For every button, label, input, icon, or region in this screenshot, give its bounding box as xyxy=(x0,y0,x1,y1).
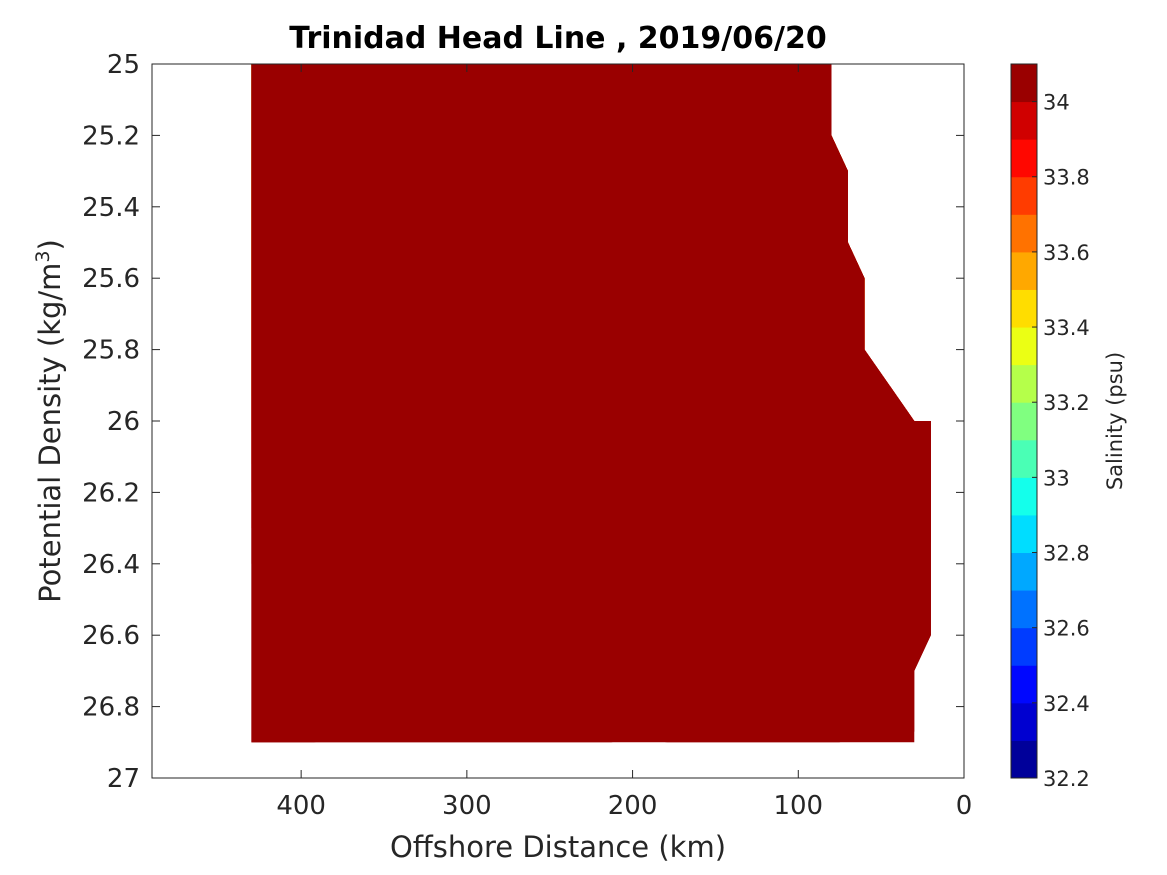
colorbar-tick-label: 32.6 xyxy=(1043,617,1090,641)
colorbar-swatch xyxy=(1011,364,1037,403)
colorbar-tick-label: 33.8 xyxy=(1043,166,1090,190)
isohaline-band-34.2 xyxy=(251,64,931,743)
y-tick-label: 26.4 xyxy=(82,550,140,580)
y-tick-label: 27 xyxy=(107,764,140,794)
colorbar-swatch xyxy=(1011,176,1037,215)
colorbar-swatch xyxy=(1011,627,1037,666)
colorbar-frame xyxy=(1010,63,1038,779)
colorbar-swatch xyxy=(1011,665,1037,704)
y-tick-label: 25.6 xyxy=(82,264,140,294)
colorbar-swatch xyxy=(1011,514,1037,554)
colorbar: 32.2 32.4 32.6 32.8 33 33.2 33.4 33.6 33.8 34 Sal… xyxy=(1010,63,1127,791)
colorbar-swatch xyxy=(1011,214,1037,253)
colorbar-swatch xyxy=(1011,402,1037,441)
colorbar-swatch xyxy=(1011,327,1037,366)
colorbar-swatch xyxy=(1011,740,1037,779)
colorbar-swatch xyxy=(1011,439,1037,478)
colorbar-swatch xyxy=(1011,64,1037,103)
chart-title: Trinidad Head Line , 2019/06/20 xyxy=(289,21,826,56)
y-tick-label: 25.8 xyxy=(82,336,140,366)
colorbar-tick-label: 32.8 xyxy=(1043,542,1090,566)
colorbar-swatch xyxy=(1011,590,1037,629)
x-tick-label: 0 xyxy=(956,791,973,821)
colorbar-tick-label: 33.4 xyxy=(1043,316,1090,340)
y-axis-label-main: Potential Density (kg/m xyxy=(33,263,67,603)
x-tick-label: 300 xyxy=(442,791,492,821)
colorbar-swatch xyxy=(1011,477,1037,516)
colorbar-label: Salinity (psu) xyxy=(1103,352,1127,490)
colorbar-tick-label: 33.2 xyxy=(1043,391,1090,415)
colorbar-swatch xyxy=(1011,552,1037,591)
y-ticks: 25 25.2 25.4 25.6 25.8 26 26.2 26.4 26.6 26.8 27 xyxy=(82,50,964,794)
colorbar-ticks: 32.2 32.4 32.6 32.8 33 33.2 33.4 33.6 33.8 34 xyxy=(1032,91,1090,791)
y-tick-label: 26.8 xyxy=(82,693,140,723)
y-tick-label: 26 xyxy=(107,407,140,437)
colorbar-tick-label: 32.4 xyxy=(1043,692,1090,716)
colorbar-swatch xyxy=(1011,702,1037,741)
x-ticks: 400 300 200 100 0 xyxy=(276,64,972,821)
colorbar-tick-label: 33.6 xyxy=(1043,241,1090,265)
y-tick-label: 26.2 xyxy=(82,478,140,508)
plot-area: 400 300 200 100 0 25 25.2 25.4 25.6 25.8 26 26.2 26… xyxy=(82,50,972,821)
x-tick-label: 200 xyxy=(608,791,658,821)
colorbar-swatch xyxy=(1011,139,1037,178)
colorbar-tick-label: 34 xyxy=(1043,91,1070,115)
y-axis-label: Potential Density (kg/m3) xyxy=(32,239,67,603)
y-axis-label-superscript: 3 xyxy=(32,250,54,262)
y-tick-label: 26.6 xyxy=(82,621,140,651)
colorbar-tick-label: 32.2 xyxy=(1043,767,1090,791)
y-tick-label: 25.4 xyxy=(82,193,140,223)
x-tick-label: 100 xyxy=(773,791,823,821)
colorbar-swatch xyxy=(1011,251,1037,290)
y-tick-label: 25.2 xyxy=(82,121,140,151)
colorbar-swatch xyxy=(1011,101,1037,140)
contour-fills xyxy=(251,64,931,743)
x-tick-label: 400 xyxy=(276,791,326,821)
colorbar-swatch xyxy=(1011,289,1037,328)
colorbar-tick-label: 33 xyxy=(1043,466,1070,490)
y-axis-label-close: ) xyxy=(33,239,67,250)
y-tick-label: 25 xyxy=(107,50,140,80)
colorbar-swatches xyxy=(1011,64,1037,779)
x-axis-label: Offshore Distance (km) xyxy=(390,830,726,864)
